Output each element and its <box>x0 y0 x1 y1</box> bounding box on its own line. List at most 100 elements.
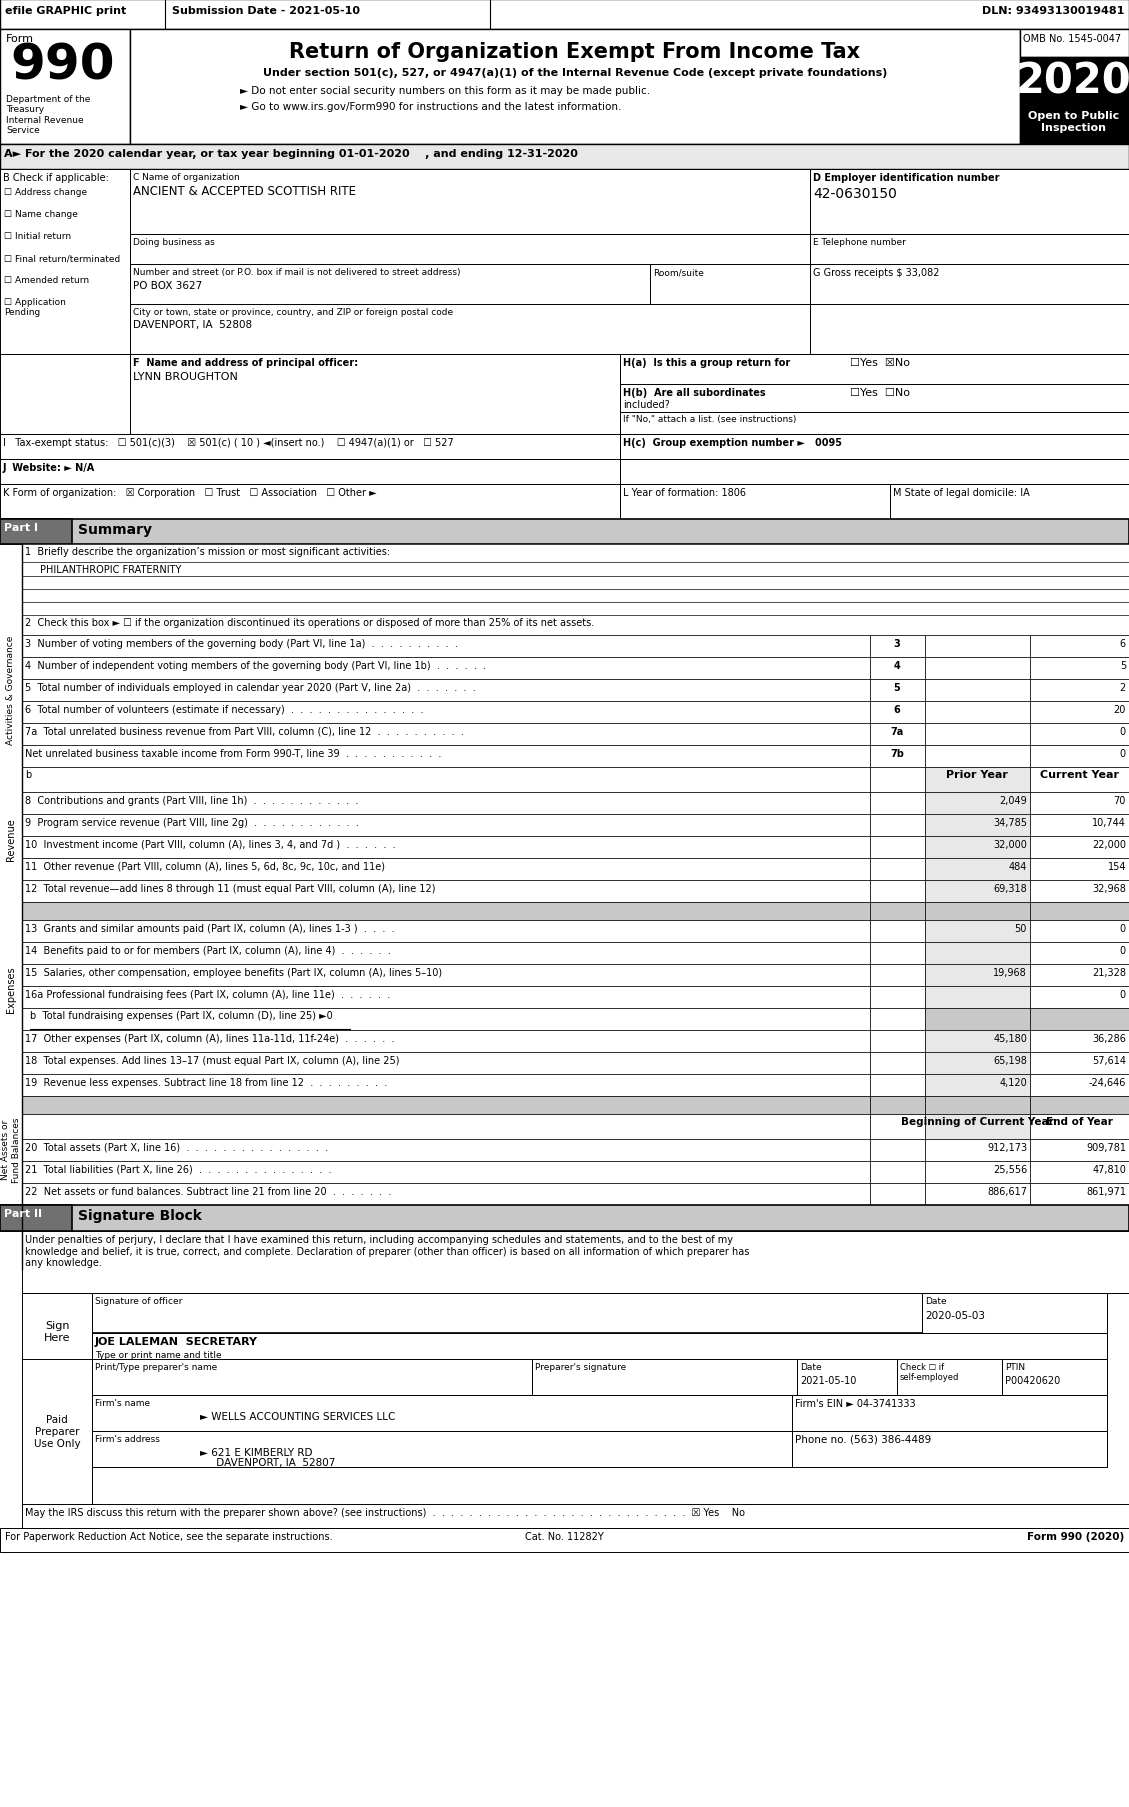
Bar <box>925 768 1030 793</box>
Text: ☐ Application
Pending: ☐ Application Pending <box>5 298 65 318</box>
Bar <box>620 435 1129 459</box>
Text: 36,286: 36,286 <box>1092 1034 1126 1043</box>
Bar <box>21 1075 870 1097</box>
Bar <box>870 723 925 746</box>
Text: 5: 5 <box>1120 661 1126 670</box>
Text: 7a  Total unrelated business revenue from Part VIII, column (C), line 12  .  .  : 7a Total unrelated business revenue from… <box>25 726 464 737</box>
Bar <box>925 1097 1030 1115</box>
Bar <box>1030 658 1129 679</box>
Bar <box>21 544 1129 562</box>
Text: Doing business as: Doing business as <box>133 239 215 248</box>
Bar <box>21 815 870 837</box>
Text: 484: 484 <box>1008 862 1027 871</box>
Text: 57,614: 57,614 <box>1092 1055 1126 1066</box>
Text: May the IRS discuss this return with the preparer shown above? (see instructions: May the IRS discuss this return with the… <box>25 1507 745 1518</box>
Text: ANCIENT & ACCEPTED SCOTTISH RITE: ANCIENT & ACCEPTED SCOTTISH RITE <box>133 184 356 199</box>
Text: JOE LALEMAN  SECRETARY: JOE LALEMAN SECRETARY <box>95 1335 259 1346</box>
Text: B Check if applicable:: B Check if applicable: <box>3 173 108 183</box>
Text: Activities & Governance: Activities & Governance <box>7 634 16 744</box>
Bar <box>1030 1075 1129 1097</box>
Text: 5: 5 <box>894 683 900 692</box>
Bar <box>0 170 130 390</box>
Text: Number and street (or P.O. box if mail is not delivered to street address): Number and street (or P.O. box if mail i… <box>133 267 461 276</box>
Bar <box>925 1075 1030 1097</box>
Bar <box>925 1115 1030 1140</box>
Bar <box>91 1359 532 1395</box>
Bar <box>925 902 1030 920</box>
Bar <box>0 1205 72 1231</box>
Bar <box>91 1395 793 1431</box>
Bar <box>21 1008 870 1030</box>
Text: 13  Grants and similar amounts paid (Part IX, column (A), lines 1-3 )  .  .  .  : 13 Grants and similar amounts paid (Part… <box>25 923 395 934</box>
Bar <box>870 880 925 902</box>
Text: Preparer's signature: Preparer's signature <box>535 1362 627 1372</box>
Text: 20: 20 <box>1113 705 1126 714</box>
Text: 12  Total revenue—add lines 8 through 11 (must equal Part VIII, column (A), line: 12 Total revenue—add lines 8 through 11 … <box>25 884 436 893</box>
Bar <box>130 235 809 266</box>
Text: 10,744: 10,744 <box>1092 817 1126 828</box>
Text: Prior Year: Prior Year <box>946 770 1008 779</box>
Text: E Telephone number: E Telephone number <box>813 239 905 248</box>
Bar <box>21 576 1129 589</box>
Text: efile GRAPHIC print: efile GRAPHIC print <box>5 5 126 16</box>
Text: 0: 0 <box>1120 990 1126 999</box>
Text: ► 621 E KIMBERLY RD: ► 621 E KIMBERLY RD <box>200 1447 313 1456</box>
Text: D Employer identification number: D Employer identification number <box>813 173 999 183</box>
Text: 0: 0 <box>1120 923 1126 934</box>
Bar <box>1030 1140 1129 1162</box>
Bar <box>21 1184 870 1205</box>
Bar <box>925 679 1030 701</box>
Text: 3  Number of voting members of the governing body (Part VI, line 1a)  .  .  .  .: 3 Number of voting members of the govern… <box>25 638 458 649</box>
Text: ☐ Initial return: ☐ Initial return <box>5 231 71 240</box>
Bar <box>870 1030 925 1052</box>
Text: 0: 0 <box>1120 748 1126 759</box>
Text: 5  Total number of individuals employed in calendar year 2020 (Part V, line 2a) : 5 Total number of individuals employed i… <box>25 683 475 692</box>
Bar <box>620 385 1129 412</box>
Text: 2  Check this box ► ☐ if the organization discontinued its operations or dispose: 2 Check this box ► ☐ if the organization… <box>25 618 594 627</box>
Text: Signature of officer: Signature of officer <box>95 1296 183 1305</box>
Bar <box>870 793 925 815</box>
Text: 21  Total liabilities (Part X, line 26)  .  .  .  .  .  .  .  .  .  .  .  .  .  : 21 Total liabilities (Part X, line 26) .… <box>25 1164 332 1175</box>
Text: Form: Form <box>6 34 34 43</box>
Bar <box>809 266 1129 305</box>
Text: 50: 50 <box>1015 923 1027 934</box>
Bar <box>21 636 870 658</box>
Text: Net Assets or
Fund Balances: Net Assets or Fund Balances <box>1 1117 20 1182</box>
Text: 45,180: 45,180 <box>994 1034 1027 1043</box>
Bar <box>1030 1097 1129 1115</box>
Bar <box>130 266 650 305</box>
Bar <box>0 31 130 145</box>
Bar <box>620 354 1129 385</box>
Bar <box>21 1359 91 1503</box>
Text: 47,810: 47,810 <box>1092 1164 1126 1175</box>
Text: For Paperwork Reduction Act Notice, see the separate instructions.: For Paperwork Reduction Act Notice, see … <box>5 1531 333 1541</box>
Text: Paid
Preparer
Use Only: Paid Preparer Use Only <box>34 1415 80 1447</box>
Bar <box>870 902 925 920</box>
Text: Date: Date <box>925 1296 946 1305</box>
Text: 2020: 2020 <box>1016 60 1129 101</box>
Text: 909,781: 909,781 <box>1086 1142 1126 1153</box>
Text: ☐Yes  ☐No: ☐Yes ☐No <box>850 389 910 398</box>
Text: 10  Investment income (Part VIII, column (A), lines 3, 4, and 7d )  .  .  .  .  : 10 Investment income (Part VIII, column … <box>25 840 395 849</box>
Bar <box>1030 943 1129 965</box>
Text: 25,556: 25,556 <box>992 1164 1027 1175</box>
Text: H(c)  Group exemption number ►   0095: H(c) Group exemption number ► 0095 <box>623 437 842 448</box>
Bar <box>925 858 1030 880</box>
Text: 7b: 7b <box>890 748 904 759</box>
Bar <box>0 520 72 544</box>
Bar <box>0 1205 1129 1231</box>
Bar <box>130 170 809 235</box>
Text: L Year of formation: 1806: L Year of formation: 1806 <box>623 488 746 497</box>
Bar <box>870 1008 925 1030</box>
Bar <box>21 858 870 880</box>
Text: G Gross receipts $ 33,082: G Gross receipts $ 33,082 <box>813 267 939 278</box>
Bar <box>870 701 925 723</box>
Bar <box>532 1359 797 1395</box>
Bar <box>890 484 1129 520</box>
Text: H(a)  Is this a group return for: H(a) Is this a group return for <box>623 358 790 369</box>
Text: 990: 990 <box>10 42 114 90</box>
Text: Revenue: Revenue <box>6 819 16 860</box>
Bar <box>21 562 1129 576</box>
Bar <box>1030 920 1129 943</box>
Bar <box>21 604 1129 616</box>
